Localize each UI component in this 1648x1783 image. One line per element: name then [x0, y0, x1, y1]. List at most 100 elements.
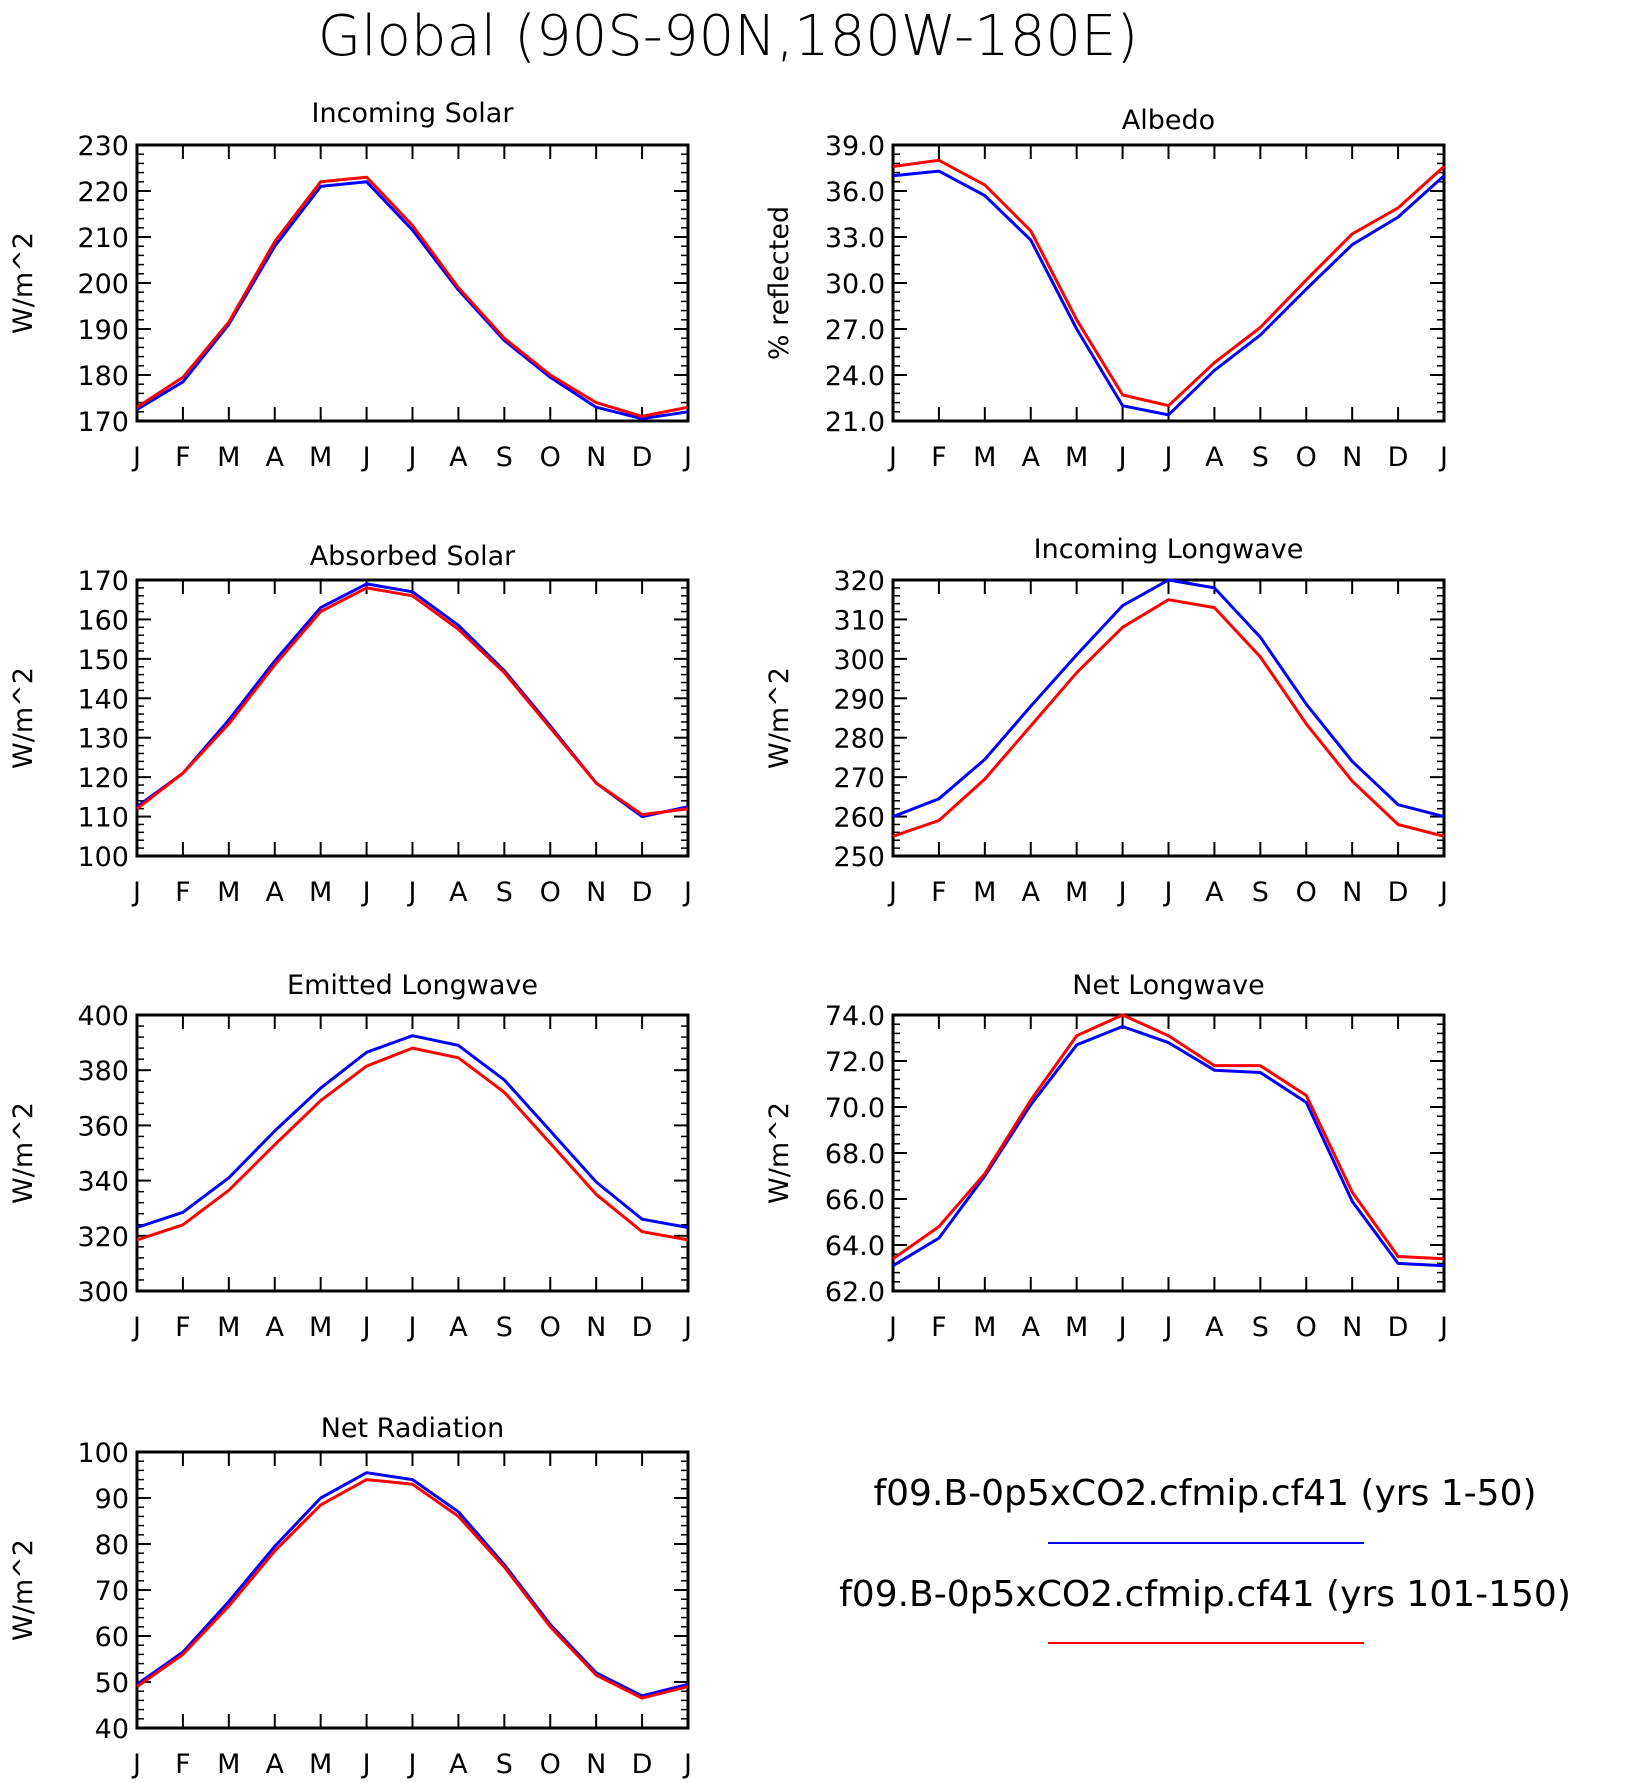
x-tick-label: M — [309, 1312, 332, 1343]
series-line-1 — [892, 169, 1446, 417]
x-tick-label: M — [973, 1312, 996, 1343]
y-tick-label: 320 — [833, 566, 885, 597]
series-line-2 — [892, 158, 1446, 408]
x-tick-label: S — [1252, 442, 1269, 473]
y-tick-label: 250 — [833, 842, 885, 873]
x-tick-label: A — [1205, 1312, 1224, 1343]
x-tick-label: J — [361, 1312, 371, 1343]
x-tick-label: J — [887, 442, 897, 473]
series-line-1 — [892, 1025, 1445, 1268]
y-tick-label: 140 — [77, 684, 129, 715]
x-tick-label: J — [1438, 877, 1448, 908]
x-tick-label: J — [887, 1312, 897, 1343]
panel-title: Incoming Longwave — [1034, 534, 1304, 565]
y-tick-label: 21.0 — [825, 407, 885, 438]
x-tick-label: M — [1065, 442, 1088, 473]
y-tick-label: 70 — [95, 1576, 129, 1607]
y-tick-label: 70.0 — [825, 1093, 885, 1124]
x-tick-label: M — [309, 877, 332, 908]
x-tick-label: O — [1296, 1312, 1317, 1343]
y-axis-label: W/m^2 — [8, 667, 39, 769]
x-tick-label: N — [586, 1312, 606, 1343]
x-tick-label: A — [449, 877, 468, 908]
x-tick-label: M — [217, 1312, 240, 1343]
y-tick-label: 24.0 — [825, 361, 885, 392]
x-tick-label: J — [1163, 1312, 1173, 1343]
x-tick-label: D — [632, 1749, 653, 1780]
x-tick-label: M — [1065, 1312, 1088, 1343]
series-line-1 — [136, 180, 689, 421]
x-tick-label: A — [1022, 1312, 1041, 1343]
x-tick-label: N — [586, 442, 606, 473]
x-tick-label: M — [973, 877, 996, 908]
x-tick-label: S — [496, 1749, 513, 1780]
y-axis-label: W/m^2 — [8, 1539, 39, 1641]
legend-label-1: f09.B-0p5xCO2.cfmip.cf41 (yrs 1-50) — [873, 1473, 1536, 1514]
y-tick-label: 120 — [77, 763, 129, 794]
x-tick-label: F — [175, 442, 191, 473]
y-tick-label: 400 — [77, 1001, 129, 1032]
x-tick-label: J — [407, 1749, 417, 1780]
y-tick-label: 180 — [77, 361, 129, 392]
y-tick-label: 100 — [77, 1438, 129, 1469]
x-tick-label: S — [1252, 1312, 1269, 1343]
y-tick-label: 90 — [95, 1484, 129, 1515]
x-tick-label: A — [449, 1312, 468, 1343]
y-axis-label: W/m^2 — [8, 1102, 39, 1204]
y-tick-label: 60 — [95, 1622, 129, 1653]
y-axis-label: W/m^2 — [764, 667, 795, 769]
y-tick-label: 200 — [77, 269, 129, 300]
x-tick-label: F — [931, 877, 947, 908]
y-axis-label: W/m^2 — [8, 232, 39, 334]
x-tick-label: D — [1388, 1312, 1409, 1343]
y-tick-label: 33.0 — [825, 223, 885, 254]
x-tick-label: M — [217, 877, 240, 908]
x-tick-label: D — [1388, 877, 1409, 908]
y-tick-label: 39.0 — [825, 131, 885, 162]
x-tick-label: S — [496, 1312, 513, 1343]
panel-title: Emitted Longwave — [287, 970, 538, 1001]
x-tick-label: F — [931, 442, 947, 473]
x-tick-label: F — [175, 877, 191, 908]
x-tick-label: N — [586, 1749, 606, 1780]
x-tick-label: A — [266, 877, 285, 908]
x-tick-label: N — [1342, 442, 1362, 473]
x-tick-label: J — [131, 1749, 141, 1780]
plot-frame — [135, 1450, 690, 1730]
series-line-1 — [136, 1034, 689, 1229]
y-tick-label: 40 — [95, 1714, 129, 1745]
x-tick-label: A — [1022, 877, 1041, 908]
x-tick-label: J — [131, 1312, 141, 1343]
x-tick-label: M — [309, 442, 332, 473]
x-tick-label: M — [309, 1749, 332, 1780]
x-tick-label: O — [540, 1749, 561, 1780]
x-tick-label: J — [1438, 1312, 1448, 1343]
y-tick-label: 110 — [77, 803, 129, 834]
panel-title: Albedo — [1122, 105, 1215, 136]
x-tick-label: N — [586, 877, 606, 908]
x-tick-label: F — [175, 1312, 191, 1343]
plot-frame — [135, 143, 690, 423]
series-line-1 — [892, 578, 1445, 819]
x-tick-label: M — [1065, 877, 1088, 908]
y-tick-label: 270 — [833, 763, 885, 794]
x-tick-label: J — [407, 877, 417, 908]
x-tick-label: D — [1388, 442, 1409, 473]
x-tick-label: J — [131, 877, 141, 908]
x-tick-label: M — [217, 1749, 240, 1780]
plot-frame — [891, 1013, 1446, 1293]
x-tick-label: A — [266, 1312, 285, 1343]
x-tick-label: D — [632, 877, 653, 908]
x-tick-label: A — [1205, 442, 1224, 473]
series-line-2 — [136, 1478, 689, 1700]
y-tick-label: 210 — [77, 223, 129, 254]
x-tick-label: J — [1117, 1312, 1127, 1343]
x-tick-label: J — [682, 442, 692, 473]
y-axis-label: W/m^2 — [764, 1102, 795, 1204]
panel-title: Incoming Solar — [312, 98, 515, 129]
x-tick-label: A — [266, 1749, 285, 1780]
x-tick-label: O — [540, 877, 561, 908]
y-tick-label: 280 — [833, 724, 885, 755]
